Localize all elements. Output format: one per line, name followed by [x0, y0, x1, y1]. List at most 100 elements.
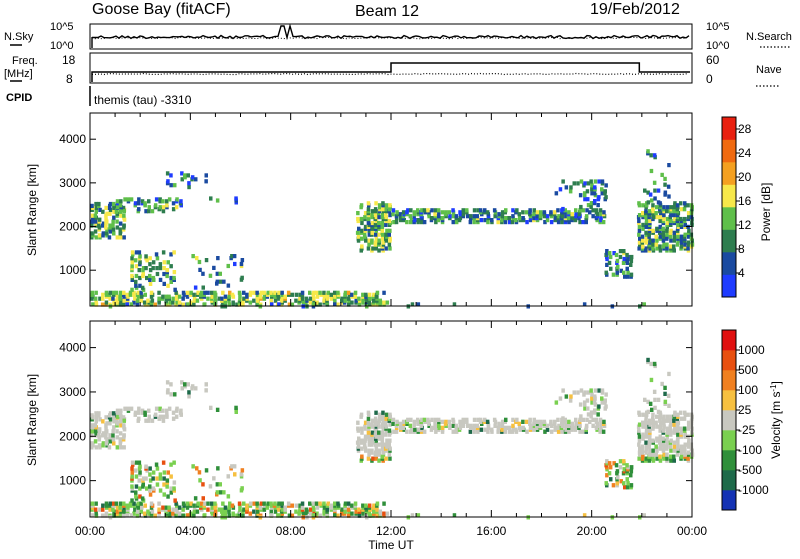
- power-cell: [167, 197, 172, 202]
- velocity-cell: [652, 361, 657, 367]
- velocity-cell: [173, 498, 177, 503]
- power-cell: [118, 227, 122, 232]
- velocity-cell: [641, 436, 645, 441]
- velocity-cell: [679, 426, 683, 431]
- velocity-cell: [377, 430, 381, 435]
- power-cell: [479, 218, 484, 223]
- power-cell: [384, 246, 388, 251]
- power-cell: [168, 300, 172, 305]
- velocity-cell: [148, 488, 152, 493]
- power-cell: [683, 242, 687, 247]
- power-colorbar-tick-label: 8: [738, 242, 745, 256]
- velocity-cell: [161, 505, 165, 510]
- nsky-label: N.Sky: [4, 31, 34, 43]
- power-cell: [654, 234, 658, 239]
- velocity-cell: [663, 385, 667, 390]
- power-colorbar-swatch: [722, 207, 736, 230]
- velocity-cell: [426, 417, 430, 422]
- velocity-cell: [539, 419, 543, 424]
- power-cell: [357, 296, 361, 301]
- velocity-cell: [406, 417, 410, 422]
- velocity-cell: [304, 507, 309, 512]
- power-cell: [162, 260, 167, 265]
- velocity-cell: [186, 382, 190, 387]
- power-cell: [210, 290, 214, 295]
- power-cell: [646, 190, 650, 195]
- velocity-cell: [669, 414, 673, 419]
- power-cell: [185, 290, 190, 295]
- power-cell: [262, 290, 266, 295]
- velocity-cell: [287, 513, 292, 518]
- power-cell: [94, 300, 98, 305]
- power-cell: [410, 302, 415, 307]
- power-cell: [165, 268, 170, 273]
- velocity-cell: [669, 448, 673, 453]
- power-cell: [94, 235, 99, 240]
- velocity-cell: [121, 513, 126, 518]
- power-cell: [126, 197, 130, 202]
- velocity-cell: [672, 418, 676, 423]
- power-cell: [148, 277, 152, 282]
- power-ytick-label: 4000: [59, 132, 86, 146]
- power-cell: [374, 201, 378, 206]
- velocity-cell: [669, 422, 673, 427]
- velocity-cell: [581, 417, 586, 422]
- power-cell: [590, 191, 594, 196]
- freq-tick-top: 18: [62, 53, 76, 67]
- power-cell: [148, 262, 152, 267]
- velocity-cell: [563, 417, 567, 422]
- power-cell: [234, 196, 238, 201]
- power-cell: [111, 227, 116, 232]
- velocity-cell: [686, 412, 690, 417]
- cpid-label: CPID: [6, 92, 32, 104]
- velocity-cell: [220, 507, 224, 512]
- velocity-cell: [157, 501, 161, 506]
- velocity-cell: [148, 472, 152, 477]
- velocity-cell: [130, 484, 134, 489]
- velocity-cell: [615, 481, 619, 486]
- power-cell: [98, 296, 102, 301]
- power-cell: [605, 262, 609, 267]
- power-cell: [162, 266, 166, 271]
- power-cell: [101, 296, 105, 301]
- power-cell: [115, 294, 120, 299]
- velocity-cell: [564, 394, 569, 399]
- velocity-cell: [248, 511, 253, 516]
- velocity-cell: [500, 423, 505, 428]
- power-cell: [475, 214, 479, 219]
- velocity-cell: [651, 456, 655, 461]
- power-cell: [651, 203, 655, 208]
- power-cell: [357, 302, 362, 307]
- velocity-cell: [647, 418, 652, 423]
- velocity-cell: [97, 443, 102, 448]
- velocity-cell: [315, 505, 320, 510]
- power-cell: [158, 205, 162, 210]
- velocity-cell: [115, 445, 120, 450]
- velocity-cell: [374, 450, 378, 455]
- velocity-cell: [189, 511, 193, 516]
- power-cell: [686, 203, 690, 208]
- velocity-cell: [122, 423, 126, 428]
- velocity-cell: [578, 429, 582, 434]
- nsearch-tick-top: 10^5: [706, 21, 730, 33]
- power-cell: [642, 302, 646, 307]
- velocity-cell: [164, 505, 169, 510]
- power-cell: [458, 216, 463, 221]
- power-cell: [140, 294, 144, 299]
- velocity-cell: [153, 412, 158, 417]
- velocity-cell: [436, 417, 441, 422]
- velocity-cell: [682, 416, 687, 421]
- power-cell: [93, 296, 98, 301]
- power-cell: [663, 190, 668, 195]
- velocity-cell: [416, 427, 421, 432]
- velocity-cell: [380, 438, 385, 443]
- power-cell: [483, 208, 487, 213]
- power-cell: [359, 216, 364, 222]
- velocity-cell: [665, 430, 670, 435]
- power-cell: [347, 302, 351, 307]
- velocity-cell: [381, 410, 385, 415]
- velocity-cell: [325, 507, 330, 512]
- velocity-cell: [94, 501, 98, 506]
- velocity-cell: [465, 417, 469, 422]
- power-cell: [437, 214, 441, 219]
